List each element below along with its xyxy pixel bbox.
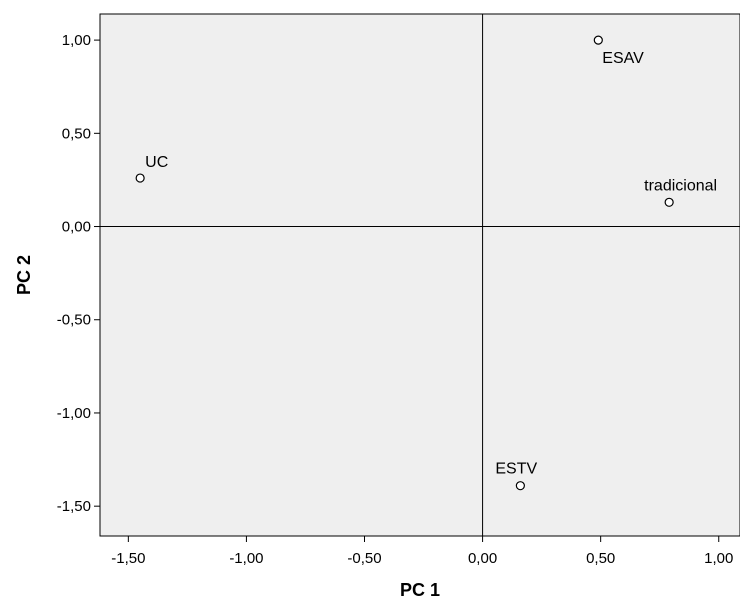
y-tick-label: 0,00 — [62, 219, 91, 236]
x-tick-label: 1,00 — [704, 550, 733, 567]
x-tick-label: -1,00 — [229, 550, 263, 567]
data-point — [593, 35, 603, 45]
point-label: UC — [145, 154, 168, 171]
reference-lines — [100, 14, 740, 536]
x-axis: -1,50 -1,00 -0,50 0,00 0,50 1,00 — [111, 536, 733, 567]
plot-area — [99, 13, 740, 537]
data-points: ESAV UC tradicional ESTV — [135, 35, 717, 491]
data-point — [515, 481, 525, 491]
y-axis-title: PC 2 — [14, 255, 34, 295]
point-label: tradicional — [644, 177, 717, 194]
point-label: ESTV — [495, 461, 537, 478]
y-tick-label: 0,50 — [62, 125, 91, 142]
x-tick-label: 0,00 — [468, 550, 497, 567]
y-tick-label: 1,00 — [62, 32, 91, 49]
y-tick-label: -0,50 — [57, 312, 91, 329]
y-tick-label: -1,00 — [57, 405, 91, 422]
point-label: ESAV — [602, 50, 644, 67]
data-point — [135, 173, 145, 183]
x-tick-label: -1,50 — [111, 550, 145, 567]
y-axis: 1,00 0,50 0,00 -0,50 -1,00 -1,50 — [57, 32, 100, 515]
y-tick-label: -1,50 — [57, 498, 91, 515]
x-axis-title: PC 1 — [400, 580, 440, 600]
x-tick-label: 0,50 — [586, 550, 615, 567]
x-tick-label: -0,50 — [347, 550, 381, 567]
data-point — [664, 197, 674, 207]
